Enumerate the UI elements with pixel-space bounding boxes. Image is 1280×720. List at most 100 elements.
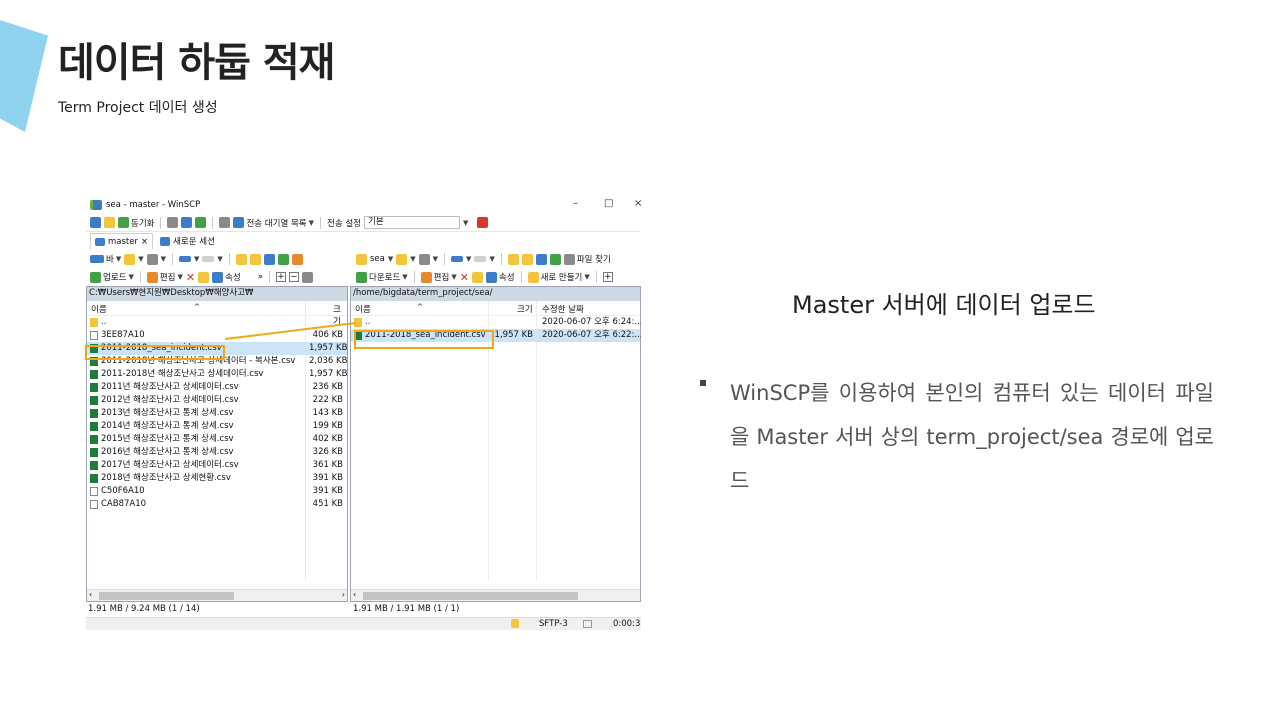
chevron-down-icon[interactable]: ▼ — [466, 255, 472, 263]
download-button[interactable]: 다운로드 ▼ — [356, 271, 408, 283]
chevron-down-icon[interactable]: ▼ — [463, 218, 469, 227]
more-button[interactable]: » — [257, 272, 263, 282]
remote-hscrollbar[interactable]: ‹ — [351, 589, 640, 601]
file-row[interactable]: 2011-2018년 해상조난사고 상세데이터.csv 1,957 KB — [87, 368, 347, 381]
scroll-thumb[interactable] — [99, 592, 234, 600]
minimize-button[interactable]: – — [573, 198, 578, 209]
local-panel-icon[interactable] — [90, 217, 101, 228]
new-button[interactable]: 새로 만들기 ▼ — [527, 271, 590, 283]
plus-icon[interactable]: + — [275, 272, 286, 282]
queue-list-button[interactable]: 전송 대기열 목록 ▼ — [233, 217, 314, 229]
col-date-header[interactable]: 수정한 날짜 — [542, 305, 584, 315]
sort-arrow-icon: ^ — [417, 303, 423, 311]
tab-new-session[interactable]: 새로운 세션 — [156, 233, 219, 249]
minus-icon[interactable]: − — [288, 272, 299, 282]
chevron-down-icon[interactable]: ▼ — [138, 255, 144, 263]
file-name: C50F6A10 — [101, 486, 145, 496]
tab-close-icon[interactable]: × — [140, 236, 149, 247]
rename-icon[interactable] — [198, 271, 210, 283]
file-row[interactable]: 2012년 해상조난사고 상세데이터.csv 222 KB — [87, 394, 347, 407]
color-icon[interactable] — [477, 217, 489, 228]
folder-open-icon[interactable] — [124, 253, 136, 265]
back-icon[interactable] — [451, 256, 464, 262]
file-row[interactable]: 2016년 해상조난사고 통계 상세.csv 326 KB — [87, 446, 347, 459]
chevron-down-icon[interactable]: ▼ — [489, 255, 495, 263]
gear-icon[interactable] — [219, 217, 231, 228]
upload-button[interactable]: 업로드 ▼ — [90, 271, 134, 283]
delete-icon[interactable]: ✕ — [459, 270, 469, 284]
close-button[interactable]: × — [634, 198, 641, 209]
file-row[interactable]: 2017년 해상조난사고 상세데이터.csv 361 KB — [87, 459, 347, 472]
file-row[interactable]: 2011년 해상조난사고 상세데이터.csv 236 KB — [87, 381, 347, 394]
file-row[interactable]: 2014년 해상조난사고 통계 상세.csv 199 KB — [87, 420, 347, 433]
drive-select[interactable]: 바 ▼ — [90, 253, 121, 265]
col-size-header[interactable]: 크기 — [333, 305, 341, 327]
chevron-down-icon[interactable]: ▼ — [194, 255, 200, 263]
file-row[interactable]: 2013년 해상조난사고 통계 상세.csv 143 KB — [87, 407, 347, 420]
file-row[interactable]: 2011-2018년 해상조난사고 상세데이터 - 복사본.csv 2,036 K… — [87, 355, 347, 368]
plus-icon[interactable]: + — [602, 272, 613, 282]
sync-folder-icon[interactable] — [104, 217, 115, 228]
scroll-right-icon[interactable]: › — [341, 590, 345, 599]
transfer-settings-select[interactable]: 기본 — [364, 216, 460, 229]
remote-path[interactable]: /home/bigdata/term_project/sea/ — [351, 287, 640, 301]
forward-icon[interactable] — [202, 256, 215, 262]
properties-button[interactable]: 속성 — [212, 271, 241, 283]
home-icon[interactable] — [535, 253, 547, 265]
file-row[interactable]: 2011-2018_sea_incident.csv 1,957 KB 2020-0… — [351, 329, 641, 342]
forward-icon[interactable] — [474, 256, 487, 262]
remote-folder-select[interactable]: sea — [370, 254, 385, 264]
remote-properties-button[interactable]: 속성 — [485, 271, 515, 283]
root-folder-icon[interactable] — [249, 253, 261, 265]
root-folder-icon[interactable] — [521, 253, 533, 265]
download-icon — [356, 271, 367, 283]
scroll-left-icon[interactable]: ‹ — [353, 590, 357, 599]
scroll-left-icon[interactable]: ‹ — [89, 590, 93, 599]
chevron-down-icon[interactable]: ▼ — [160, 255, 166, 263]
chevron-down-icon[interactable]: ▼ — [217, 255, 223, 263]
back-icon[interactable] — [179, 256, 191, 262]
new-session-icon — [160, 236, 171, 246]
refresh-icon[interactable] — [549, 253, 561, 265]
filter-icon[interactable] — [418, 253, 430, 265]
new-label: 새로 만들기 — [540, 273, 583, 283]
file-row[interactable]: CAB87A10 451 KB — [87, 498, 347, 511]
home-icon[interactable] — [263, 253, 275, 265]
parent-folder-icon[interactable] — [235, 253, 247, 265]
putty-icon[interactable] — [181, 217, 193, 228]
file-row[interactable]: C50F6A10 391 KB — [87, 485, 347, 498]
chevron-down-icon[interactable]: ▼ — [410, 255, 416, 263]
preferences-icon[interactable] — [195, 217, 207, 228]
edit-button[interactable]: 편집 ▼ — [146, 271, 183, 283]
drive-icon — [90, 255, 104, 263]
file-size: 391 KB — [312, 473, 343, 483]
file-row[interactable]: 2018년 해상조난사고 상세현황.csv 391 KB — [87, 472, 347, 485]
tab-master[interactable]: master × — [90, 233, 154, 249]
rename-icon[interactable] — [471, 271, 483, 283]
local-path[interactable]: C:₩Users₩현지원₩Desktop₩해양사고₩ — [87, 287, 347, 301]
filter-icon[interactable] — [146, 253, 158, 265]
remote-edit-button[interactable]: 편집 ▼ — [420, 271, 457, 283]
file-row[interactable]: .. — [87, 316, 347, 329]
col-name-header[interactable]: 이름 — [355, 305, 371, 315]
chevron-down-icon[interactable]: ▼ — [387, 255, 394, 263]
maximize-button[interactable]: □ — [604, 198, 614, 209]
filter-icon[interactable] — [301, 271, 313, 283]
terminal-icon[interactable] — [167, 217, 179, 228]
file-row[interactable]: 2015년 해상조난사고 통계 상세.csv 402 KB — [87, 433, 347, 446]
parent-folder-icon[interactable] — [507, 253, 519, 265]
find-icon[interactable] — [291, 253, 303, 265]
chevron-down-icon[interactable]: ▼ — [432, 255, 439, 263]
scroll-thumb[interactable] — [363, 592, 578, 600]
col-size-header[interactable]: 크기 — [517, 305, 533, 315]
refresh-icon[interactable] — [277, 253, 289, 265]
file-row[interactable]: 3EE87A10 406 KB — [87, 329, 347, 342]
file-size: 451 KB — [312, 499, 343, 509]
file-row[interactable]: .. 2020-06-07 오후 6:24:... — [351, 316, 641, 329]
delete-icon[interactable]: ✕ — [185, 270, 196, 284]
sync-button[interactable]: 동기화 — [118, 217, 154, 229]
col-name-header[interactable]: 이름 — [91, 305, 107, 315]
find-files-button[interactable]: 파일 찾기 — [563, 253, 611, 265]
local-hscrollbar[interactable]: ‹ › — [87, 589, 347, 601]
folder-open-icon[interactable] — [396, 253, 408, 265]
